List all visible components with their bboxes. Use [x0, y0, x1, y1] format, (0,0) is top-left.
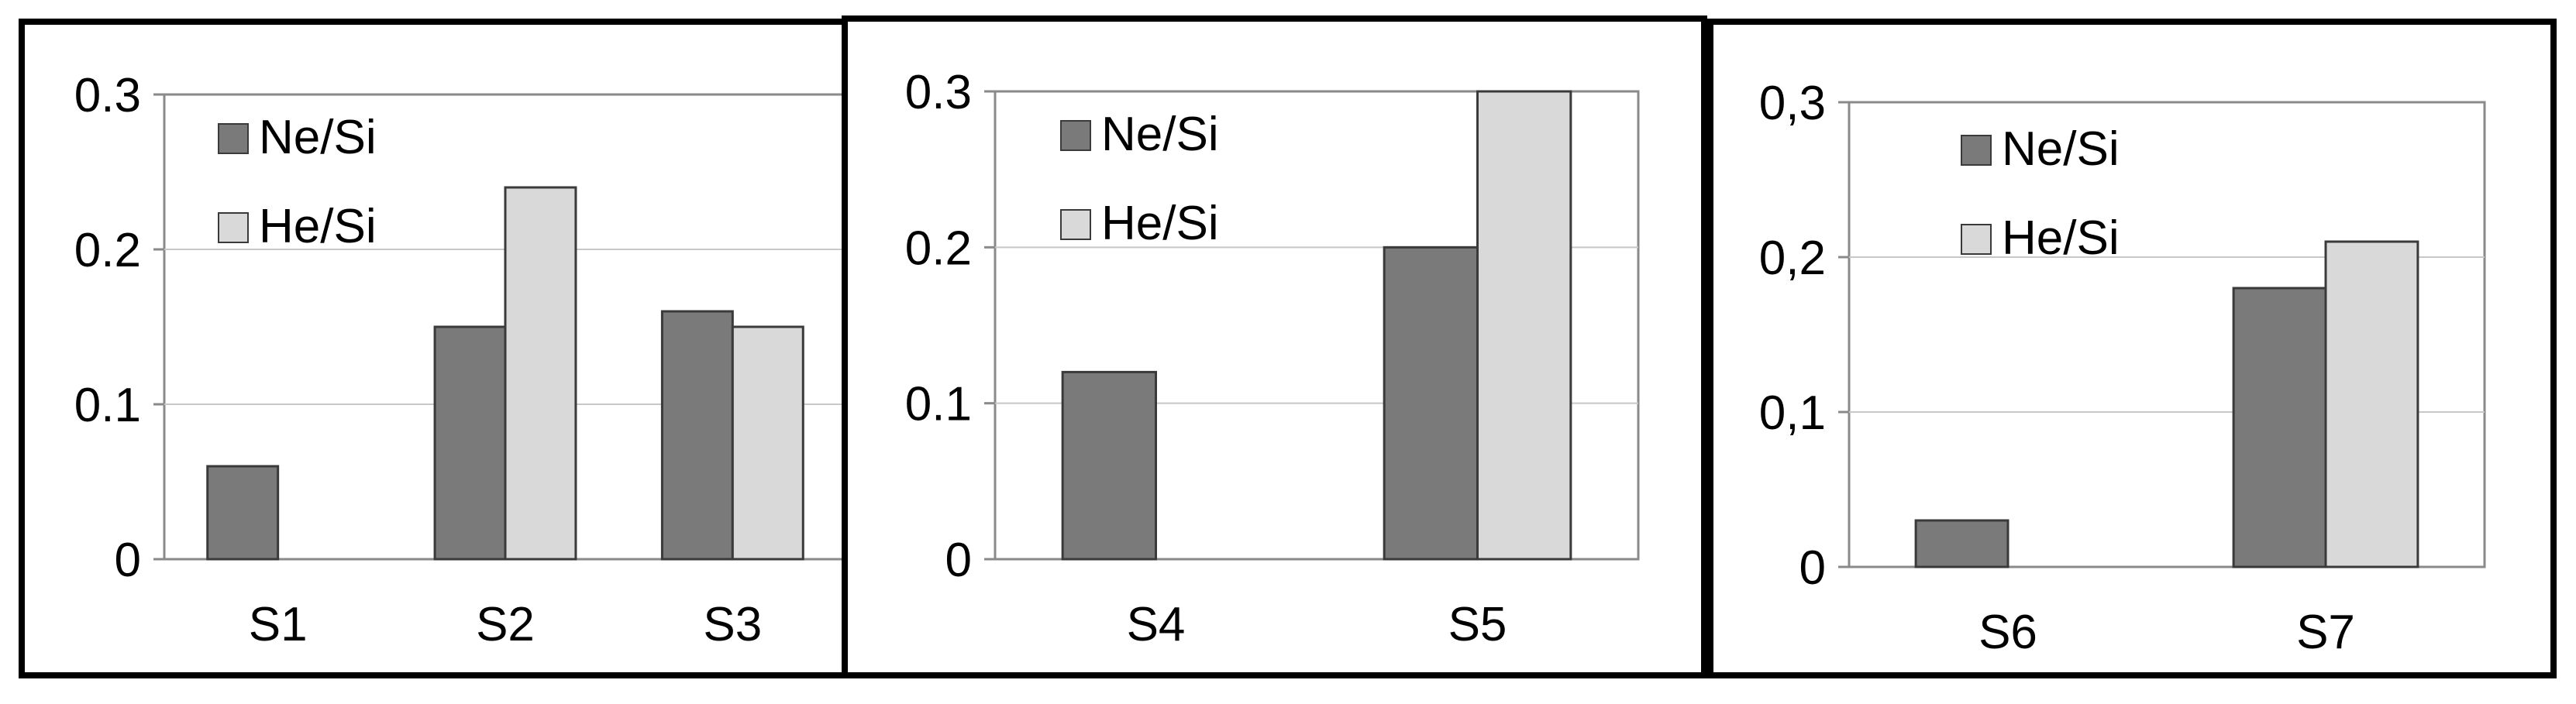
legend-swatch	[1060, 120, 1091, 151]
chart-panel-1: 0 0.1 0.2 0.3 S1 S2 S3 Ne/Si He/Si	[19, 19, 848, 678]
x-tick-label: S5	[1448, 598, 1507, 651]
legend-swatch	[218, 212, 249, 243]
x-tick-label: S6	[1978, 606, 2037, 659]
y-tick-label: 0.2	[74, 224, 141, 277]
bar-he-si-s7	[2324, 240, 2419, 568]
x-tick-label: S7	[2296, 606, 2355, 659]
y-tick-label: 0	[1799, 541, 1826, 595]
bar-ne-si-s4	[1061, 370, 1157, 561]
bar-ne-si-s3	[660, 310, 734, 561]
chart-panel-2: 0 0.1 0.2 0.3 S4 S5 Ne/Si He/Si	[842, 15, 1707, 678]
legend-swatch	[1961, 135, 1992, 166]
bar-he-si-s2	[504, 186, 577, 561]
bar-ne-si-s5	[1383, 246, 1479, 561]
legend-swatch	[1961, 224, 1992, 255]
y-tick-label: 0.1	[905, 378, 972, 431]
x-tick-label: S2	[476, 598, 535, 651]
y-tick-label: 0.3	[905, 66, 972, 119]
bar-ne-si-s2	[433, 325, 507, 561]
bar-ne-si-s6	[1914, 519, 2009, 568]
chart-3-svg: 0 0,1 0,2 0,3 S6 S7 Ne/Si He/Si	[1759, 77, 2486, 659]
y-tick-label: 0.2	[905, 222, 972, 275]
legend-swatch	[1060, 209, 1091, 240]
legend-label: Ne/Si	[2002, 122, 2120, 176]
y-tick-label: 0.3	[74, 69, 141, 122]
bar-he-si-s5	[1476, 90, 1572, 561]
y-tick-label: 0,2	[1759, 232, 1826, 285]
legend-swatch	[218, 123, 249, 154]
legend-label: He/Si	[2002, 211, 2120, 265]
y-tick-label: 0	[115, 534, 141, 587]
legend-label: Ne/Si	[259, 111, 377, 164]
legend-label: Ne/Si	[1101, 108, 1219, 161]
bar-he-si-s3	[731, 325, 804, 561]
legend-label: He/Si	[259, 200, 377, 253]
x-tick-label: S3	[703, 598, 762, 651]
y-tick-label: 0,1	[1759, 386, 1826, 440]
y-tick-label: 0,3	[1759, 77, 1826, 130]
chart-panel-3: 0 0,1 0,2 0,3 S6 S7 Ne/Si He/Si	[1707, 19, 2557, 678]
y-tick-label: 0.1	[74, 379, 141, 432]
bar-ne-si-s7	[2232, 287, 2327, 568]
x-tick-label: S4	[1127, 598, 1186, 651]
legend-label: He/Si	[1101, 197, 1219, 250]
y-tick-label: 0	[945, 534, 972, 587]
bar-ne-si-s1	[206, 465, 280, 561]
chart-2-svg: 0 0.1 0.2 0.3 S4 S5 Ne/Si He/Si	[905, 66, 1640, 651]
chart-1-svg: 0 0.1 0.2 0.3 S1 S2 S3 Ne/Si He/Si	[74, 69, 842, 651]
x-tick-label: S1	[249, 598, 308, 651]
